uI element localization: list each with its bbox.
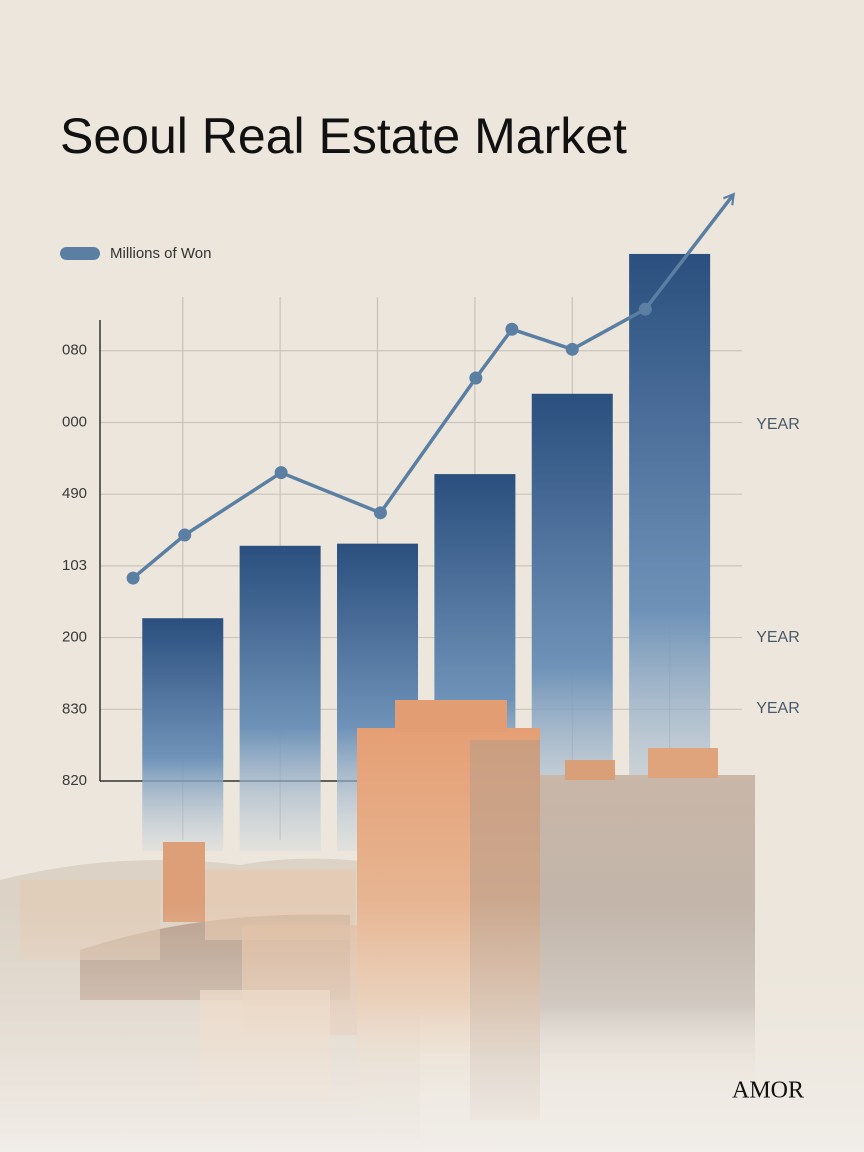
legend-swatch: [60, 247, 100, 260]
bar: [239, 545, 321, 851]
y-tick-label: 490: [62, 485, 87, 502]
y-tick-label: 103: [62, 557, 87, 574]
chart-title: Seoul Real Estate Market: [60, 108, 627, 164]
y-tick-label: 200: [62, 629, 87, 646]
bar: [142, 618, 224, 851]
y-tick-label: 830: [62, 700, 87, 717]
legend-label: Millions of Won: [110, 245, 211, 262]
annotation: YEAR: [756, 416, 800, 433]
brand: AMOR: [732, 1078, 804, 1104]
y-tick-label: 000: [62, 413, 87, 430]
tower-top: [395, 700, 507, 732]
tower-top: [648, 748, 718, 778]
tower-top: [565, 760, 615, 780]
line: [131, 192, 736, 580]
y-tick-label: 820: [62, 772, 87, 789]
fade: [0, 900, 864, 1152]
skyline: [0, 700, 864, 1152]
annotation: YEAR: [756, 700, 800, 717]
y-tick-label: 080: [62, 342, 87, 359]
legend: Millions of Won: [60, 245, 211, 262]
annotation: YEAR: [756, 629, 800, 646]
